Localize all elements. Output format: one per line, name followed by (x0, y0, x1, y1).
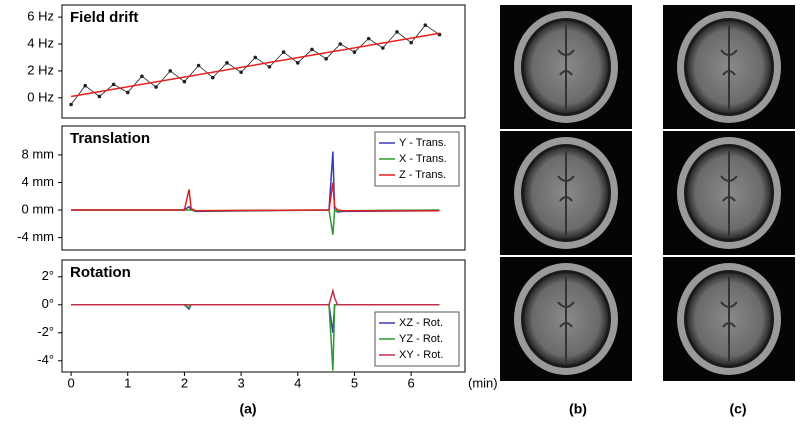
mri-images (500, 5, 795, 381)
x-tick-label: 3 (237, 375, 244, 390)
y-tick-label: 4 Hz (27, 35, 54, 50)
data-point (125, 90, 130, 95)
data-point (210, 75, 215, 80)
y-tick-label: 0° (42, 296, 54, 311)
chart-title: Translation (70, 130, 150, 147)
data-point (83, 83, 88, 88)
panel-label: (c) (729, 401, 746, 417)
legend-label: Z - Trans. (399, 169, 446, 181)
y-tick-label: 2 Hz (27, 62, 54, 77)
data-point (168, 69, 173, 73)
panel-label: (a) (239, 401, 256, 417)
y-tick-label: 2° (42, 268, 54, 283)
data-point (395, 30, 399, 34)
legend-label: XZ - Rot. (399, 317, 443, 329)
y-tick-label: -4° (37, 352, 54, 367)
series-line (71, 182, 440, 212)
x-tick-label: 2 (181, 375, 188, 390)
data-point (69, 102, 73, 107)
data-point (381, 46, 385, 50)
y-tick-label: 4 mm (22, 174, 55, 189)
legend-label: YZ - Rot. (399, 333, 443, 345)
data-point (97, 94, 102, 99)
plot-frame (61, 4, 466, 119)
y-tick-label: -2° (37, 324, 54, 339)
chart-title: Field drift (70, 9, 138, 26)
y-tick-label: 8 mm (22, 146, 55, 161)
data-point (338, 42, 343, 46)
data-point (111, 82, 116, 87)
data-point (310, 47, 314, 52)
data-point (196, 63, 201, 68)
legend-label: Y - Trans. (399, 137, 446, 149)
y-tick-label: 0 Hz (27, 89, 54, 104)
legend-label: XY - Rot. (399, 349, 443, 361)
data-point (225, 61, 229, 65)
data-point (423, 23, 428, 27)
x-tick-label: 4 (294, 375, 301, 390)
x-tick-label: 6 (408, 375, 415, 390)
data-point (409, 40, 413, 45)
data-point (324, 57, 328, 61)
series-line (71, 287, 440, 306)
y-tick-label: 6 Hz (27, 9, 54, 24)
x-tick-label: 0 (67, 375, 74, 390)
series-line (70, 32, 440, 98)
x-axis-label: (min) (468, 375, 498, 390)
data-point (366, 36, 371, 41)
y-tick-label: 0 mm (22, 201, 55, 216)
data-point (281, 50, 286, 54)
data-point (239, 70, 243, 75)
legend-label: X - Trans. (399, 153, 447, 165)
data-point (182, 79, 187, 84)
x-tick-label: 1 (124, 375, 131, 390)
y-tick-label: -4 mm (17, 229, 54, 244)
data-point (295, 61, 300, 65)
data-point (140, 74, 144, 79)
data-point (253, 55, 258, 60)
panel-label: (b) (569, 401, 587, 417)
data-point (267, 65, 272, 69)
chart-title: Rotation (70, 264, 131, 281)
x-tick-label: 5 (351, 375, 358, 390)
data-point (352, 50, 357, 54)
data-point (154, 85, 158, 89)
